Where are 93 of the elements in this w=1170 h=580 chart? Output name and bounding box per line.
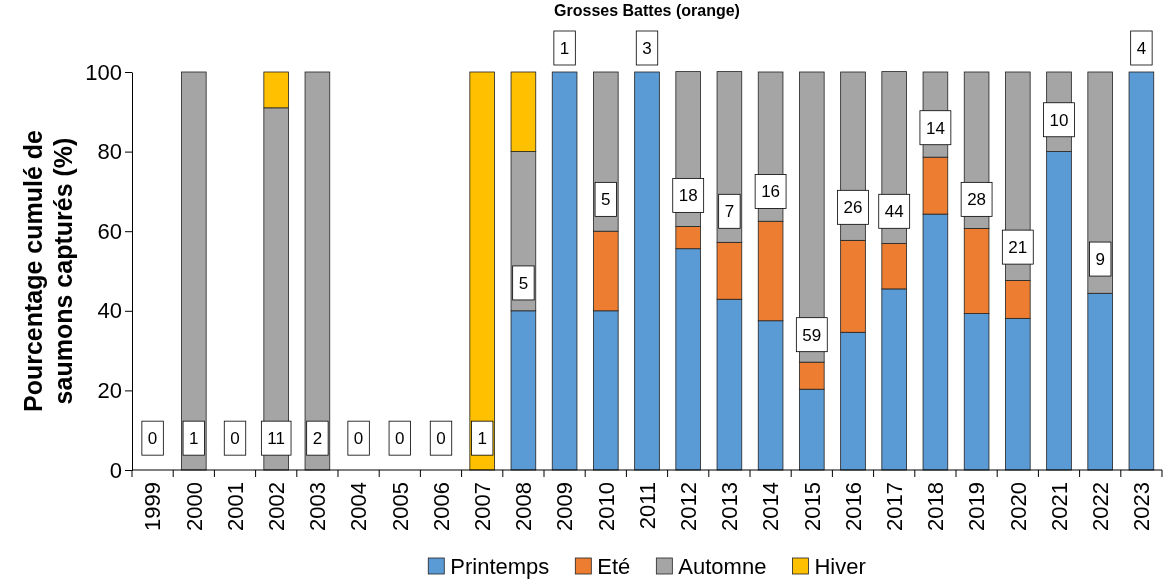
y-tick-label: 100 <box>85 59 122 85</box>
bar <box>1128 71 1155 471</box>
legend-label: Hiver <box>814 553 866 579</box>
x-tick-label: 2017 <box>881 482 907 531</box>
chart-title: Grosses Battes (orange) <box>554 2 740 19</box>
annotation: 21 <box>1008 238 1028 258</box>
x-tick-label: 2018 <box>923 482 949 531</box>
count-box: 1 <box>553 30 576 66</box>
annotation: 7 <box>724 202 735 222</box>
count-box: 44 <box>878 193 911 229</box>
y-tick-label: 80 <box>97 139 122 165</box>
annotation: 0 <box>353 429 364 449</box>
annotation: 10 <box>1049 110 1069 130</box>
count-box: 0 <box>347 420 370 456</box>
x-tick-label: 2003 <box>305 482 331 531</box>
count-box: 5 <box>512 265 535 301</box>
count-box: 0 <box>141 420 164 456</box>
count-box: 14 <box>919 110 952 146</box>
x-tick-label: 1999 <box>140 482 166 531</box>
count-box: 11 <box>260 420 292 456</box>
bar <box>181 71 207 471</box>
x-tick-label: 2010 <box>593 482 619 531</box>
annotation: 9 <box>1095 250 1105 270</box>
count-box: 59 <box>795 317 828 353</box>
annotation: 0 <box>230 429 240 449</box>
count-box: 10 <box>1043 102 1075 138</box>
bar <box>304 71 331 471</box>
x-tick-label: 2008 <box>511 482 537 531</box>
x-tick-label: 2007 <box>469 482 495 531</box>
x-tick-label: 2004 <box>346 482 372 531</box>
bar <box>634 71 660 471</box>
x-tick-label: 2001 <box>222 482 248 531</box>
x-tick-label: 2021 <box>1046 482 1072 531</box>
annotation: 5 <box>601 190 611 210</box>
annotation: 1 <box>559 38 570 58</box>
annotation: 0 <box>147 429 158 449</box>
x-tick-label: 2006 <box>428 482 454 531</box>
annotation: 2 <box>312 429 323 449</box>
count-box: 9 <box>1089 241 1112 277</box>
count-box: 16 <box>754 174 787 209</box>
annotation: 5 <box>518 273 529 293</box>
x-tick-label: 2015 <box>799 482 825 531</box>
count-box: 18 <box>672 178 705 213</box>
x-tick-label: 2022 <box>1087 482 1113 531</box>
count-box: 0 <box>429 420 453 456</box>
x-tick-label: 2019 <box>964 482 990 531</box>
x-tick-label: 2020 <box>1005 482 1031 531</box>
count-box: 0 <box>223 420 247 456</box>
count-box: 7 <box>718 193 741 229</box>
annotation: 16 <box>761 182 781 202</box>
x-tick-label: 2000 <box>181 482 207 531</box>
x-tick-label: 2009 <box>552 482 578 531</box>
annotation: 18 <box>678 186 698 206</box>
annotation: 4 <box>1136 38 1147 58</box>
annotation: 28 <box>967 190 987 210</box>
count-box: 3 <box>635 30 659 66</box>
y-tick-label: 0 <box>109 457 122 483</box>
annotation: 0 <box>395 429 405 449</box>
count-box: 4 <box>1130 30 1153 66</box>
annotation: 3 <box>642 38 652 58</box>
annotation: 0 <box>436 429 446 449</box>
bar <box>469 71 495 471</box>
count-box: 1 <box>182 420 205 456</box>
y-axis-title: Pourcentage cumulé de saumons capturés (%) <box>18 129 77 413</box>
x-tick-label: 2005 <box>387 482 413 531</box>
x-tick-label: 2011 <box>634 482 660 530</box>
x-tick-label: 2002 <box>263 482 289 531</box>
x-tick-label: 2012 <box>675 482 701 531</box>
annotation: 26 <box>843 198 863 218</box>
legend-label: Automne <box>678 553 767 579</box>
y-tick-label: 40 <box>97 298 122 324</box>
count-box: 1 <box>471 420 494 456</box>
annotation: 11 <box>267 429 286 449</box>
bar <box>551 71 578 471</box>
count-box: 2 <box>306 420 329 456</box>
annotation: 14 <box>925 118 945 138</box>
y-tick-label: 20 <box>97 377 122 403</box>
y-tick-label: 60 <box>97 218 122 244</box>
count-box: 0 <box>388 420 411 456</box>
count-box: 28 <box>960 181 993 217</box>
legend-label: Eté <box>597 553 631 579</box>
annotation: 44 <box>884 202 904 222</box>
count-box: 5 <box>594 181 617 217</box>
annotation: 1 <box>477 429 487 449</box>
count-box: 21 <box>1001 229 1034 265</box>
annotation: 59 <box>802 325 822 345</box>
x-tick-label: 2016 <box>840 482 866 531</box>
x-tick-label: 2013 <box>717 482 743 531</box>
x-tick-label: 2014 <box>758 482 784 531</box>
annotation: 1 <box>189 429 199 449</box>
count-box: 26 <box>837 189 869 225</box>
legend-label: Printemps <box>450 553 550 579</box>
x-tick-label: 2023 <box>1129 482 1155 531</box>
